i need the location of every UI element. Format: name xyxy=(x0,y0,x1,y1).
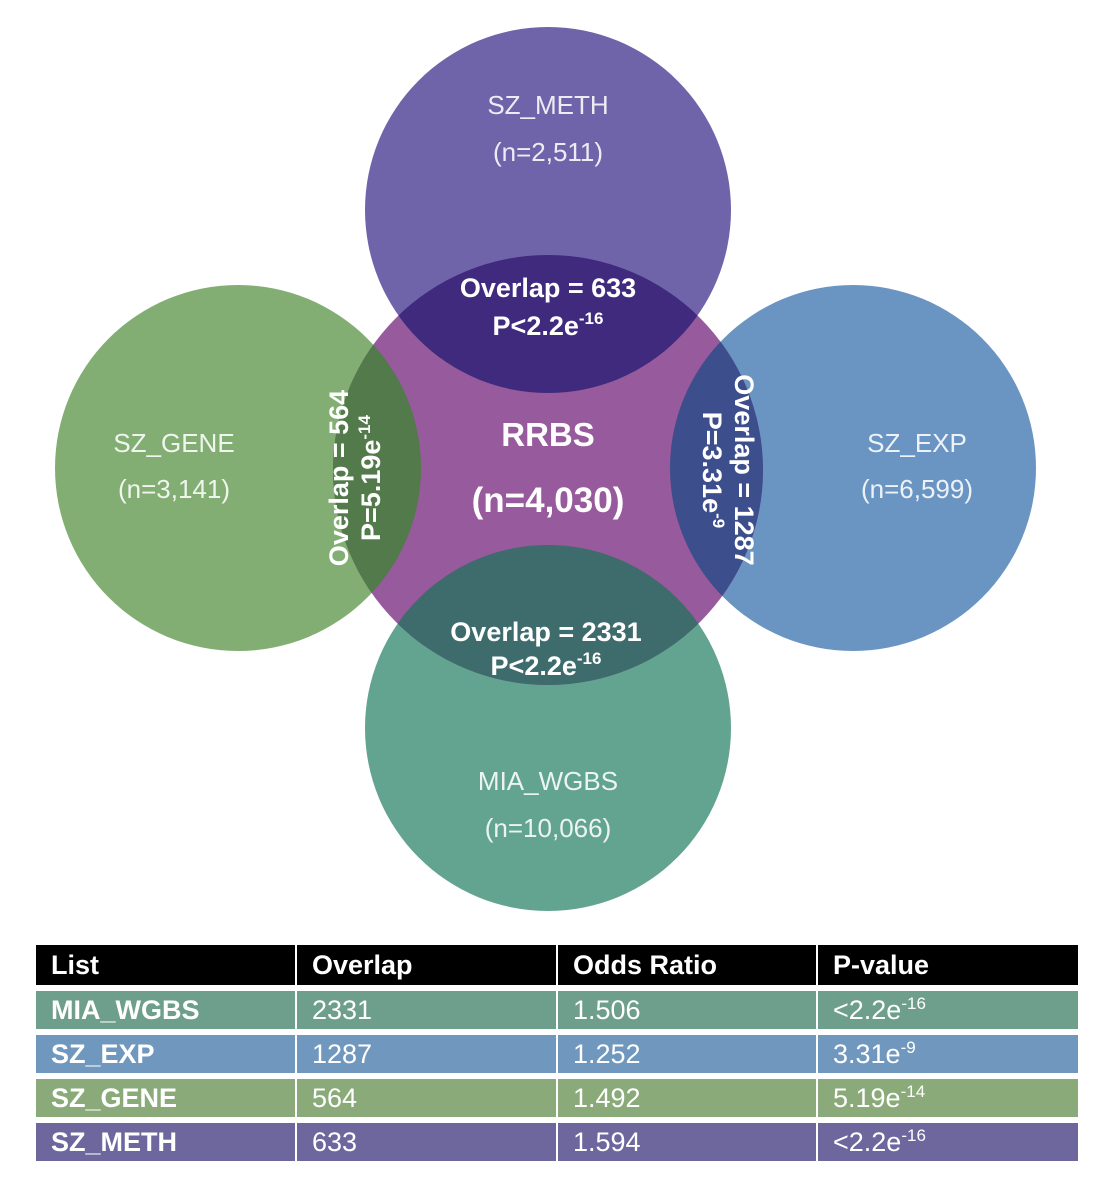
venn-diagram: SZ_METH (n=2,511) SZ_GENE (n=3,141) SZ_E… xyxy=(55,27,1036,911)
row-p-exp: -14 xyxy=(900,1082,926,1101)
row-p-value: 3.31e-9 xyxy=(818,1035,1078,1079)
table-row: SZ_METH 633 1.594 <2.2e-16 xyxy=(36,1123,1078,1167)
header-p-value: P-value xyxy=(818,945,1078,991)
overlap-right-text: Overlap = 1287 xyxy=(729,374,759,565)
table-row: MIA_WGBS 2331 1.506 <2.2e-16 xyxy=(36,991,1078,1035)
rrbs-circle xyxy=(333,255,763,685)
overlap-right-pvalue: P=3.31e-9 xyxy=(697,412,728,528)
row-p-base: 3.31e xyxy=(833,1039,901,1069)
row-list: SZ_GENE xyxy=(36,1079,297,1123)
row-odds-ratio: 1.506 xyxy=(558,991,818,1035)
overlap-bottom-p-base: P<2.2e xyxy=(491,651,577,681)
row-overlap: 1287 xyxy=(297,1035,558,1079)
overlap-table: List Overlap Odds Ratio P-value MIA_WGBS… xyxy=(36,945,1078,1167)
rrbs-count: (n=4,030) xyxy=(472,481,625,520)
sz-exp-circle xyxy=(670,285,1036,651)
table-row: SZ_GENE 564 1.492 5.19e-14 xyxy=(36,1079,1078,1123)
overlap-bottom-text: Overlap = 2331 xyxy=(450,617,641,647)
sz-meth-name: SZ_METH xyxy=(487,90,608,120)
sz-gene-count: (n=3,141) xyxy=(118,474,230,504)
overlap-top-pvalue: P<2.2e-16 xyxy=(493,309,604,341)
row-odds-ratio: 1.252 xyxy=(558,1035,818,1079)
row-odds-ratio: 1.594 xyxy=(558,1123,818,1167)
overlap-bottom-p-exp: -16 xyxy=(577,649,602,668)
mia-wgbs-name: MIA_WGBS xyxy=(478,766,618,796)
sz-gene-name: SZ_GENE xyxy=(113,428,234,458)
overlap-top-text: Overlap = 633 xyxy=(460,273,636,303)
row-p-value: <2.2e-16 xyxy=(818,991,1078,1035)
row-p-value: 5.19e-14 xyxy=(818,1079,1078,1123)
row-overlap: 2331 xyxy=(297,991,558,1035)
overlap-left-text: Overlap = 564 xyxy=(324,390,354,566)
row-p-exp: -16 xyxy=(901,1126,926,1145)
row-p-base: <2.2e xyxy=(833,995,902,1025)
sz-meth-count: (n=2,511) xyxy=(493,137,603,167)
overlap-top-p-base: P<2.2e xyxy=(493,311,579,341)
row-list: MIA_WGBS xyxy=(36,991,297,1035)
row-p-exp: -9 xyxy=(900,1038,916,1057)
row-p-base: 5.19e xyxy=(833,1083,901,1113)
overlap-top-p-exp: -16 xyxy=(579,309,604,328)
rrbs-name: RRBS xyxy=(501,416,595,453)
table-row: SZ_EXP 1287 1.252 3.31e-9 xyxy=(36,1035,1078,1079)
sz-gene-circle xyxy=(55,285,421,651)
table-header-row: List Overlap Odds Ratio P-value xyxy=(36,945,1078,991)
row-odds-ratio: 1.492 xyxy=(558,1079,818,1123)
overlap-left-p-base: P=5.19e xyxy=(356,440,386,541)
row-overlap: 564 xyxy=(297,1079,558,1123)
row-p-base: <2.2e xyxy=(833,1127,902,1157)
header-overlap: Overlap xyxy=(297,945,558,991)
mia-wgbs-count: (n=10,066) xyxy=(485,813,611,843)
header-odds-ratio: Odds Ratio xyxy=(558,945,818,991)
row-overlap: 633 xyxy=(297,1123,558,1167)
overlap-bottom-pvalue: P<2.2e-16 xyxy=(491,649,602,681)
overlap-left-p-exp: -14 xyxy=(355,415,374,440)
row-list: SZ_METH xyxy=(36,1123,297,1167)
overlap-left-pvalue: P=5.19e-14 xyxy=(355,415,386,541)
overlap-right-p-exp: -9 xyxy=(709,513,728,528)
sz-exp-name: SZ_EXP xyxy=(867,428,967,458)
sz-exp-count: (n=6,599) xyxy=(861,474,973,504)
row-p-exp: -16 xyxy=(901,994,926,1013)
row-list: SZ_EXP xyxy=(36,1035,297,1079)
overlap-top-region xyxy=(365,255,731,393)
header-list: List xyxy=(36,945,297,991)
row-p-value: <2.2e-16 xyxy=(818,1123,1078,1167)
overlap-right-p-base: P=3.31e xyxy=(697,412,727,513)
overlap-bottom-region xyxy=(365,545,731,685)
